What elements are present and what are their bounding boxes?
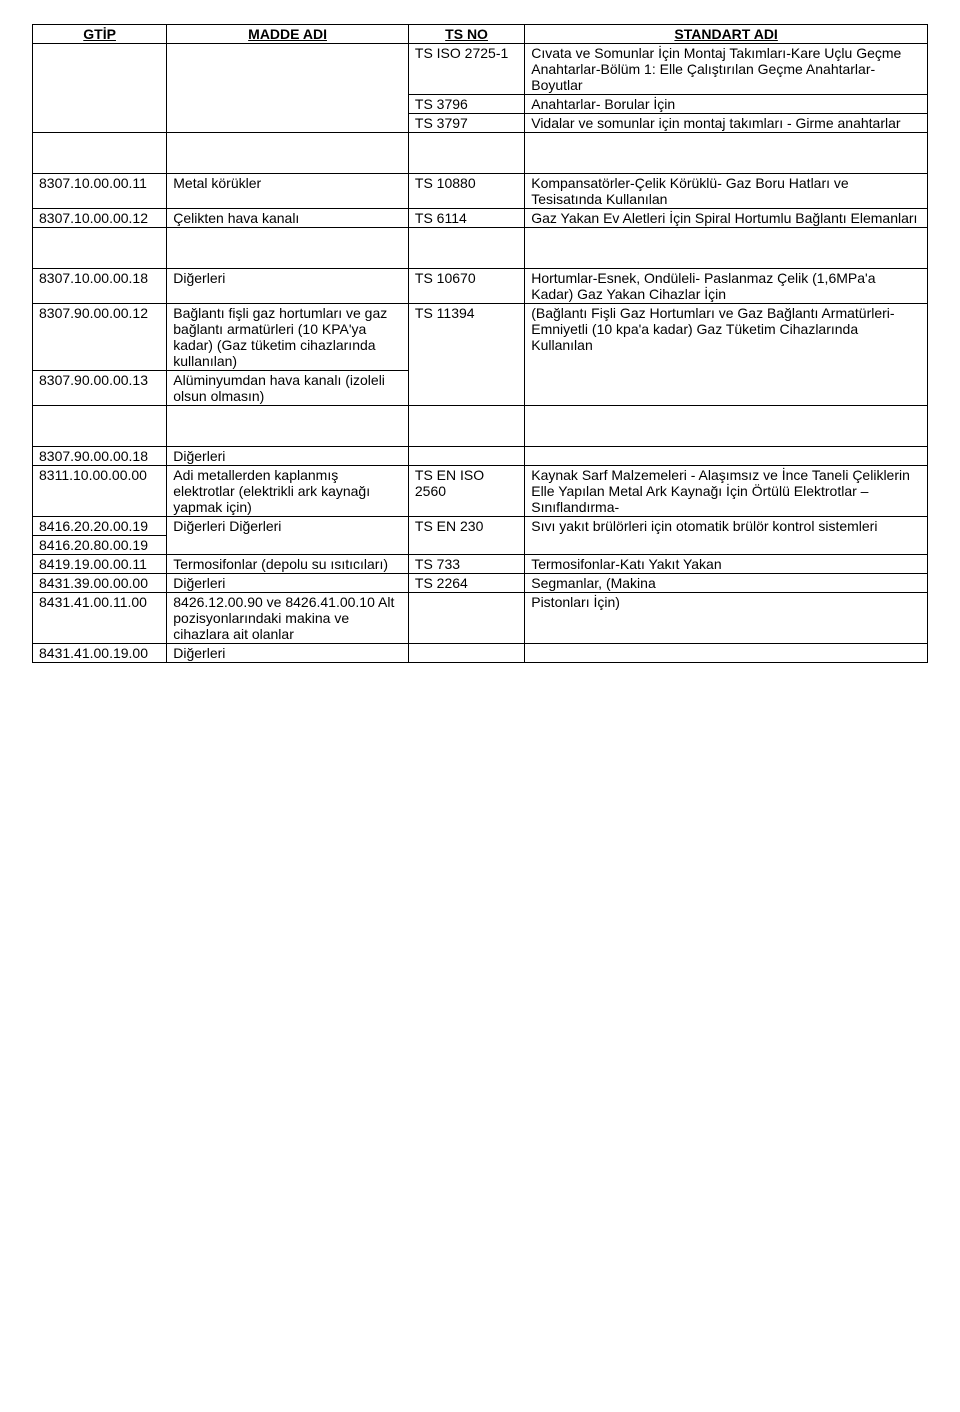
cell-std: Vidalar ve somunlar için montaj takımlar… (525, 114, 928, 133)
cell-gtip: 8419.19.00.00.11 (33, 555, 167, 574)
cell-std: Kaynak Sarf Malzemeleri - Alaşımsız ve İ… (525, 466, 928, 517)
cell-madde (167, 44, 409, 133)
cell-std (525, 447, 928, 466)
table-row: 8431.41.00.11.00 8426.12.00.90 ve 8426.4… (33, 593, 928, 644)
cell-madde: Adi metallerden kaplanmış elektrotlar (e… (167, 466, 409, 517)
cell-madde: Metal körükler (167, 174, 409, 209)
table-row: 8307.10.00.00.11 Metal körükler TS 10880… (33, 174, 928, 209)
header-row: GTİP MADDE ADI TS NO STANDART ADI (33, 25, 928, 44)
table-row: 8307.10.00.00.18 Diğerleri TS 10670 Hort… (33, 269, 928, 304)
cell-std: (Bağlantı Fişli Gaz Hortumları ve Gaz Ba… (525, 304, 928, 406)
cell-madde: 8426.12.00.90 ve 8426.41.00.10 Alt pozis… (167, 593, 409, 644)
cell-gtip: 8307.10.00.00.18 (33, 269, 167, 304)
table-row: 8307.90.00.00.12 Bağlantı fişli gaz hort… (33, 304, 928, 371)
table-row: 8311.10.00.00.00 Adi metallerden kaplanm… (33, 466, 928, 517)
cell-std (525, 644, 928, 663)
spacer-row (33, 406, 928, 447)
cell-gtip: 8307.90.00.00.12 (33, 304, 167, 371)
table-row: 8307.90.00.00.18 Diğerleri (33, 447, 928, 466)
col-tsno: TS NO (408, 25, 524, 44)
cell-gtip: 8416.20.20.00.19 (33, 517, 167, 536)
cell-std: Hortumlar-Esnek, Ondüleli- Paslanmaz Çel… (525, 269, 928, 304)
cell-tsno: TS EN 230 (408, 517, 524, 555)
table-row: 8431.41.00.19.00 Diğerleri (33, 644, 928, 663)
cell-madde: Diğerleri (167, 644, 409, 663)
cell-tsno: TS EN ISO 2560 (408, 466, 524, 517)
cell-std: Kompansatörler-Çelik Körüklü- Gaz Boru H… (525, 174, 928, 209)
col-madde: MADDE ADI (167, 25, 409, 44)
cell-tsno: TS 3797 (408, 114, 524, 133)
cell-gtip: 8307.10.00.00.11 (33, 174, 167, 209)
cell-std: Segmanlar, (Makina (525, 574, 928, 593)
table-row: 8307.10.00.00.12 Çelikten hava kanalı TS… (33, 209, 928, 228)
cell-tsno (408, 644, 524, 663)
table-row: 8431.39.00.00.00 Diğerleri TS 2264 Segma… (33, 574, 928, 593)
cell-madde: Diğerleri (167, 574, 409, 593)
cell-gtip: 8431.39.00.00.00 (33, 574, 167, 593)
cell-gtip: 8431.41.00.11.00 (33, 593, 167, 644)
cell-gtip: 8307.90.00.00.18 (33, 447, 167, 466)
cell-gtip: 8307.10.00.00.12 (33, 209, 167, 228)
cell-madde: Çelikten hava kanalı (167, 209, 409, 228)
cell-madde: Diğerleri Diğerleri (167, 517, 409, 555)
cell-gtip (33, 44, 167, 133)
cell-std: Pistonları İçin) (525, 593, 928, 644)
cell-tsno: TS 3796 (408, 95, 524, 114)
cell-gtip: 8416.20.80.00.19 (33, 536, 167, 555)
cell-tsno: TS 6114 (408, 209, 524, 228)
cell-std: Anahtarlar- Borular İçin (525, 95, 928, 114)
cell-std: Sıvı yakıt brülörleri için otomatik brül… (525, 517, 928, 555)
cell-madde: Bağlantı fişli gaz hortumları ve gaz bağ… (167, 304, 409, 371)
cell-std: Termosifonlar-Katı Yakıt Yakan (525, 555, 928, 574)
table-row: TS ISO 2725-1 Cıvata ve Somunlar İçin Mo… (33, 44, 928, 95)
cell-madde: Alüminyumdan hava kanalı (izoleli olsun … (167, 371, 409, 406)
standards-table: GTİP MADDE ADI TS NO STANDART ADI TS ISO… (32, 24, 928, 663)
cell-madde: Termosifonlar (depolu su ısıtıcıları) (167, 555, 409, 574)
cell-tsno: TS 733 (408, 555, 524, 574)
spacer-row (33, 133, 928, 174)
cell-tsno: TS 11394 (408, 304, 524, 406)
table-row: 8419.19.00.00.11 Termosifonlar (depolu s… (33, 555, 928, 574)
cell-std: Gaz Yakan Ev Aletleri İçin Spiral Hortum… (525, 209, 928, 228)
cell-gtip: 8311.10.00.00.00 (33, 466, 167, 517)
cell-madde: Diğerleri (167, 447, 409, 466)
table-row: 8416.20.20.00.19 Diğerleri Diğerleri TS … (33, 517, 928, 536)
spacer-row (33, 228, 928, 269)
cell-madde: Diğerleri (167, 269, 409, 304)
cell-std: Cıvata ve Somunlar İçin Montaj Takımları… (525, 44, 928, 95)
cell-tsno: TS 10670 (408, 269, 524, 304)
col-std: STANDART ADI (525, 25, 928, 44)
cell-tsno: TS ISO 2725-1 (408, 44, 524, 95)
cell-tsno: TS 2264 (408, 574, 524, 593)
cell-tsno: TS 10880 (408, 174, 524, 209)
cell-tsno (408, 447, 524, 466)
cell-tsno (408, 593, 524, 644)
cell-gtip: 8431.41.00.19.00 (33, 644, 167, 663)
col-gtip: GTİP (33, 25, 167, 44)
cell-gtip: 8307.90.00.00.13 (33, 371, 167, 406)
